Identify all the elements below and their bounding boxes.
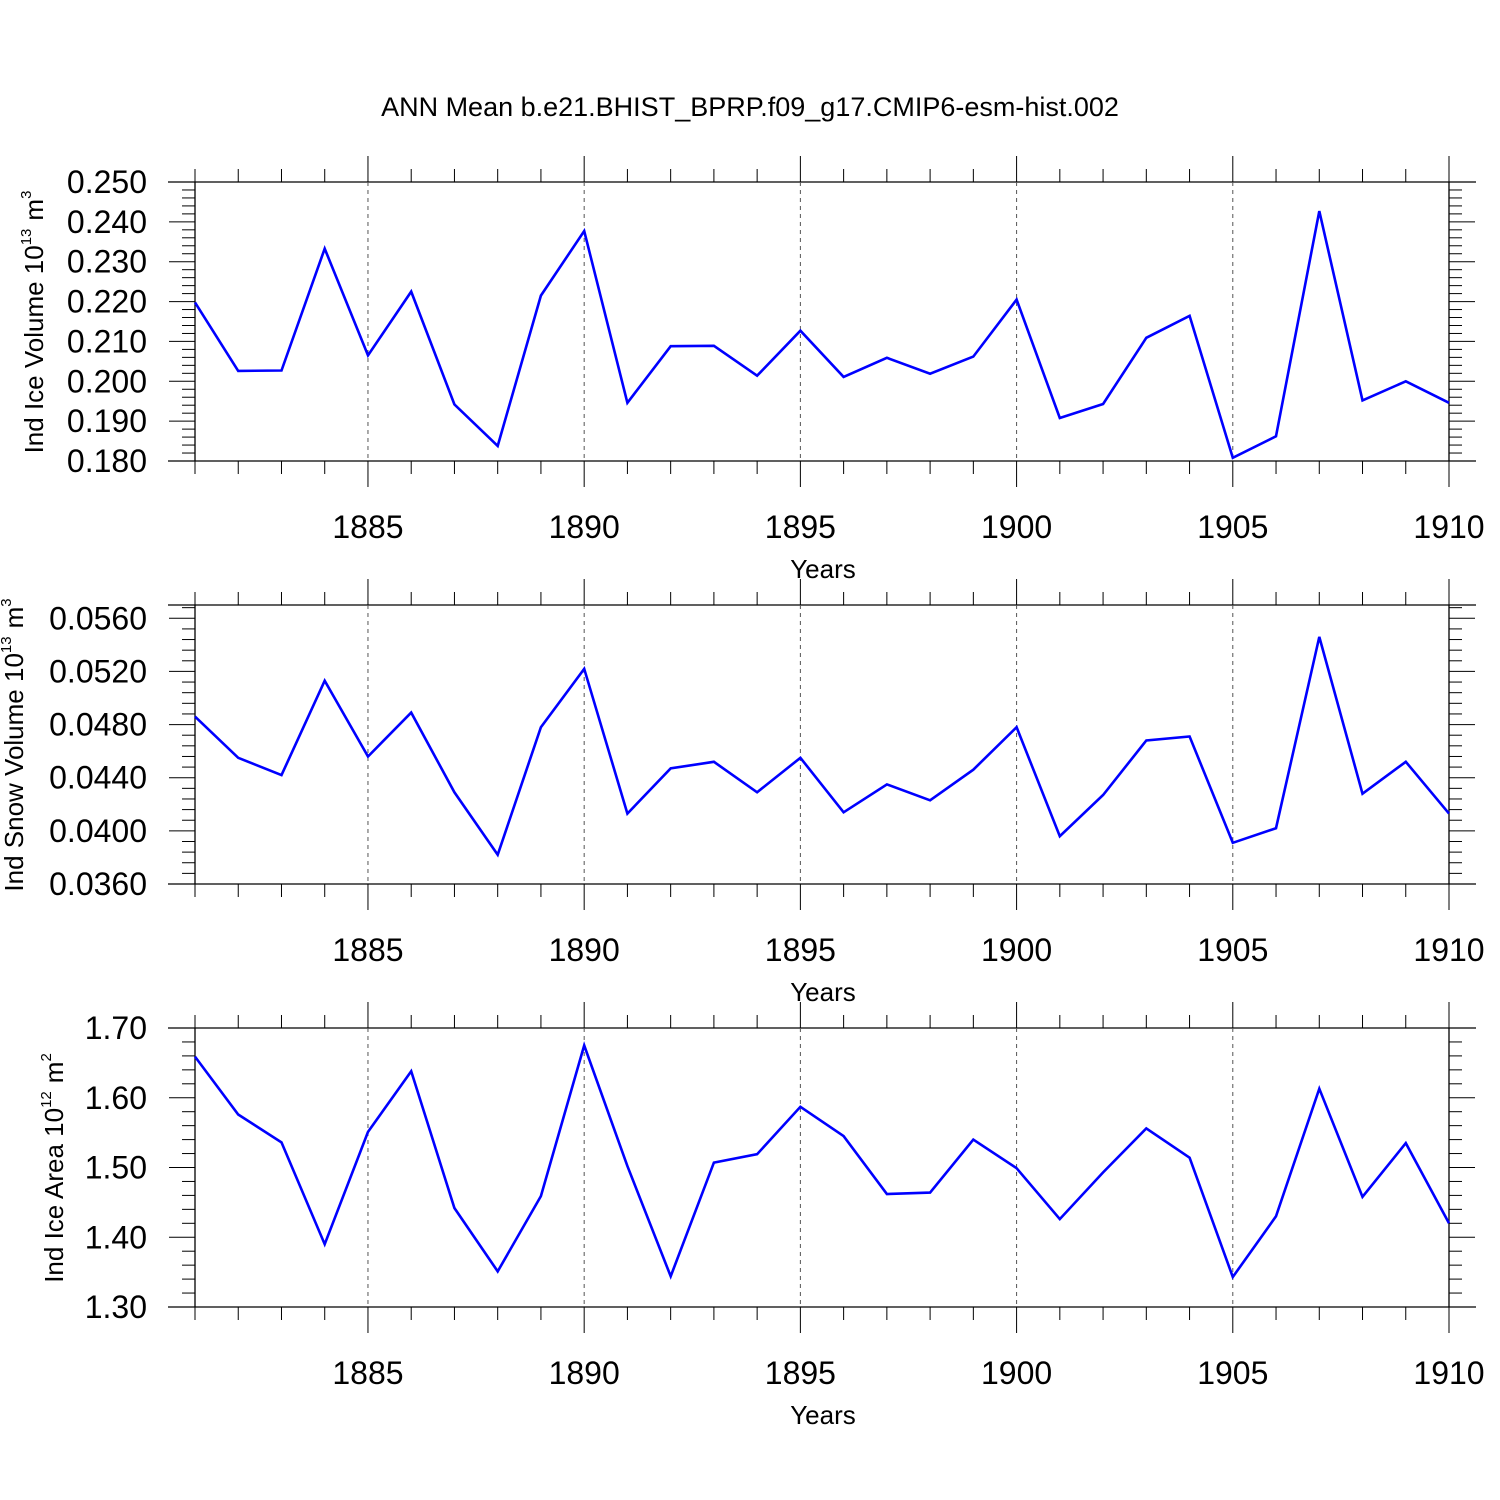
x-axis-title: Years bbox=[790, 1400, 856, 1430]
y-tick-label: 0.180 bbox=[67, 443, 147, 479]
x-tick-label: 1895 bbox=[765, 509, 836, 545]
x-tick-label: 1890 bbox=[549, 932, 620, 968]
y-tick-label: 0.0360 bbox=[49, 866, 147, 902]
y-axis-title: Ind Ice Volume 1013m3 bbox=[18, 191, 49, 454]
x-tick-label: 1890 bbox=[549, 509, 620, 545]
chart-title: ANN Mean b.e21.BHIST_BPRP.f09_g17.CMIP6-… bbox=[381, 92, 1119, 122]
x-tick-label: 1890 bbox=[549, 1355, 620, 1391]
y-tick-label: 0.220 bbox=[67, 284, 147, 320]
x-tick-label: 1885 bbox=[332, 932, 403, 968]
y-tick-label: 0.200 bbox=[67, 363, 147, 399]
y-tick-label: 0.0560 bbox=[49, 600, 147, 636]
x-tick-label: 1885 bbox=[332, 1355, 403, 1391]
panel-2: 0.0360 0.0400 0.0440 0.0480 0.0520 0.0560 1885… bbox=[0, 579, 1485, 1007]
y-tick-label: 0.240 bbox=[67, 204, 147, 240]
x-tick-label: 1885 bbox=[332, 509, 403, 545]
x-tick-label: 1905 bbox=[1197, 509, 1268, 545]
y-tick-label: 0.210 bbox=[67, 323, 147, 359]
x-tick-label: 1910 bbox=[1413, 932, 1484, 968]
series-line bbox=[193, 1041, 1451, 1280]
x-tick-label: 1905 bbox=[1197, 932, 1268, 968]
x-tick-label: 1905 bbox=[1197, 1355, 1268, 1391]
x-tick-label: 1900 bbox=[981, 509, 1052, 545]
x-tick-label: 1900 bbox=[981, 932, 1052, 968]
x-axis-title: Years bbox=[790, 977, 856, 1007]
y-tick-label: 1.50 bbox=[85, 1150, 147, 1186]
series-line bbox=[193, 210, 1450, 460]
y-tick-label: 0.0440 bbox=[49, 760, 147, 796]
y-axis-title: Ind Ice Area 1012m2 bbox=[38, 1053, 69, 1283]
x-tick-label: 1910 bbox=[1413, 1355, 1484, 1391]
y-tick-label: 0.0520 bbox=[49, 653, 147, 689]
y-tick-label: 1.40 bbox=[85, 1219, 147, 1255]
x-axis-title: Years bbox=[790, 554, 856, 584]
y-tick-label: 0.230 bbox=[67, 244, 147, 280]
y-axis-title: Ind Snow Volume 1013m3 bbox=[0, 598, 29, 891]
y-tick-label: 1.30 bbox=[85, 1289, 147, 1325]
y-tick-label: 1.70 bbox=[85, 1010, 147, 1046]
y-tick-label: 0.190 bbox=[67, 403, 147, 439]
x-tick-label: 1895 bbox=[765, 1355, 836, 1391]
series-line bbox=[194, 636, 1450, 858]
y-tick-label: 0.0480 bbox=[49, 707, 147, 743]
x-tick-label: 1910 bbox=[1413, 509, 1484, 545]
y-tick-label: 1.60 bbox=[85, 1080, 147, 1116]
y-tick-label: 0.0400 bbox=[49, 813, 147, 849]
panel-3: 1.30 1.40 1.50 1.60 1.70 1885 1890 1895 1900 1905… bbox=[38, 1002, 1485, 1430]
x-tick-label: 1900 bbox=[981, 1355, 1052, 1391]
y-tick-label: 0.250 bbox=[67, 164, 147, 200]
x-tick-label: 1895 bbox=[765, 932, 836, 968]
